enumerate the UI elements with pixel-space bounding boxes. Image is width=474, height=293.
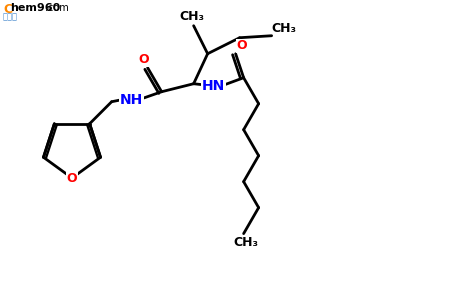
Text: NH: NH xyxy=(120,93,143,107)
Text: CH₃: CH₃ xyxy=(271,22,296,35)
Text: O: O xyxy=(67,171,77,185)
Text: O: O xyxy=(138,53,149,66)
Text: CH₃: CH₃ xyxy=(179,10,204,23)
Text: O: O xyxy=(237,39,247,52)
Text: HN: HN xyxy=(202,79,225,93)
Text: 化工网: 化工网 xyxy=(3,12,18,21)
Text: .com: .com xyxy=(45,3,69,13)
Text: hem960: hem960 xyxy=(10,3,60,13)
Text: CH₃: CH₃ xyxy=(233,236,258,249)
Text: C: C xyxy=(3,3,12,16)
